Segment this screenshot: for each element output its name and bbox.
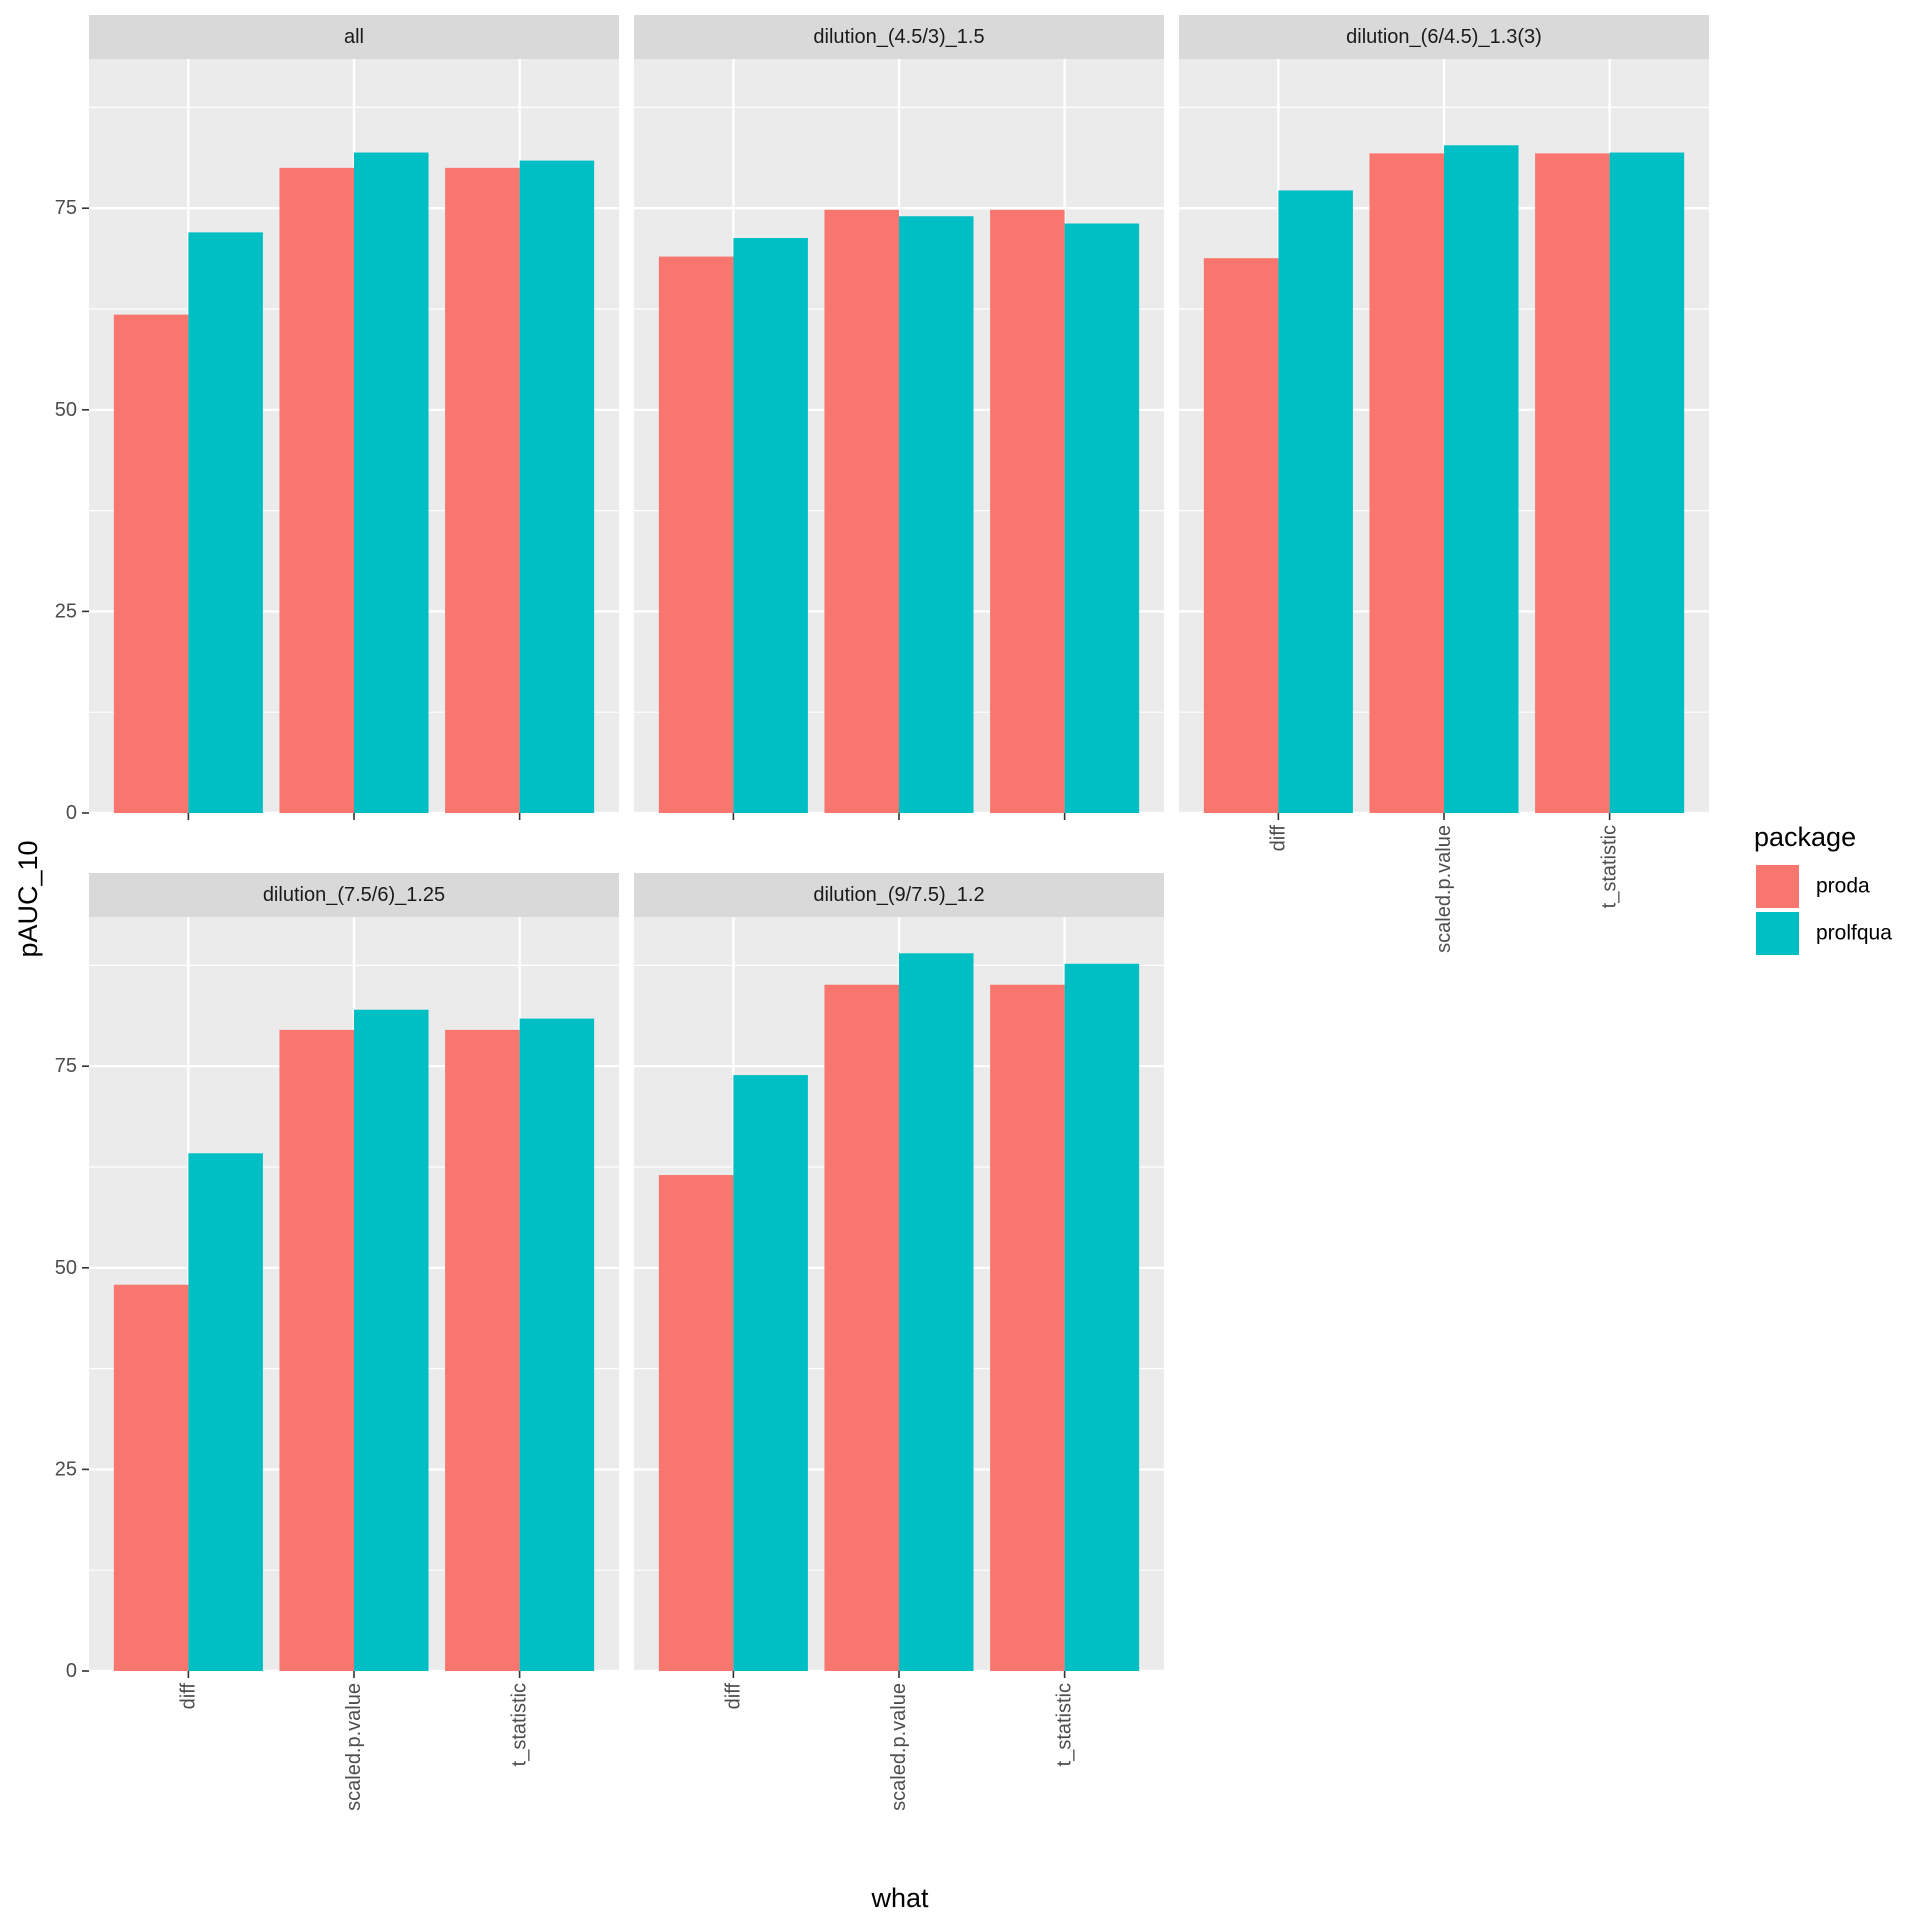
legend-label-prolfqua: prolfqua [1816, 922, 1892, 945]
facet-5-x-tick-label-diff: diff [722, 1683, 744, 1710]
facet-2-strip [634, 15, 1164, 59]
facet-1-bar-prolfqua-scaled-p-value [354, 152, 429, 814]
facet-5-bar-proda-diff [658, 1175, 734, 1671]
legend-title: package [1754, 822, 1856, 852]
facet-4-bar-proda-diff [113, 1284, 189, 1671]
facet-4-y-tick-label: 50 [55, 1257, 77, 1279]
facet-4: dilution_(7.5/6)_1.25 0 25 50 75 diff scaled.p… [55, 873, 619, 1811]
facet-1-strip-label: all [344, 26, 364, 48]
facet-1-bar-prolfqua-t-statistic [519, 160, 595, 814]
facet-4-x-tick-label-scaled-p-value: scaled.p.value [343, 1683, 365, 1811]
facet-2: dilution_(4.5/3)_1.5 [634, 15, 1164, 820]
facet-5-strip-label: dilution_(9/7.5)_1.2 [813, 884, 984, 906]
facet-4-bar-proda-t-statistic [445, 1029, 520, 1671]
facet-4-bar-prolfqua-scaled-p-value [354, 1009, 429, 1671]
facet-4-y-tick-label: 25 [55, 1458, 77, 1480]
facet-1-y-tick-label: 25 [55, 600, 77, 622]
facet-4-strip [89, 873, 619, 917]
facet-2-bar-prolfqua-t-statistic [1064, 223, 1140, 813]
facet-5-x-tick-label-t-statistic: t_statistic [1054, 1683, 1076, 1766]
facet-3-bar-prolfqua-diff [1278, 190, 1353, 813]
facet-1-strip [89, 15, 619, 59]
facet-3-bar-proda-diff [1203, 258, 1279, 813]
facet-1-bar-proda-t-statistic [445, 167, 520, 813]
facet-3-x-tick-label-scaled-p-value: scaled.p.value [1433, 825, 1455, 953]
legend-key-proda [1756, 865, 1799, 908]
facet-4-bar-proda-scaled-p-value [279, 1029, 354, 1671]
facet-5-x-tick-label-scaled-p-value: scaled.p.value [888, 1683, 910, 1811]
facet-3-strip-label: dilution_(6/4.5)_1.3(3) [1346, 26, 1542, 48]
facet-2-bar-prolfqua-diff [733, 238, 808, 813]
facet-1-y-tick-label: 50 [55, 399, 77, 421]
facet-3-bar-prolfqua-scaled-p-value [1444, 145, 1519, 814]
facet-1-bar-prolfqua-diff [188, 232, 263, 813]
facets-layer: all 0 25 50 75 dilution_(4.5/3)_1.5 dilution_(… [55, 15, 1709, 1811]
facet-1: all 0 25 50 75 [55, 15, 619, 824]
legend-key-prolfqua [1756, 912, 1799, 955]
facet-5-bar-prolfqua-scaled-p-value [899, 953, 974, 1671]
facet-1-y-tick-label: 0 [66, 802, 77, 824]
facet-5-bar-prolfqua-t-statistic [1064, 963, 1140, 1671]
x-axis-title: what [870, 1883, 929, 1913]
facet-4-x-tick-label-t-statistic: t_statistic [509, 1683, 531, 1766]
facet-3-x-tick-label-t-statistic: t_statistic [1599, 825, 1621, 908]
facet-4-x-tick-label-diff: diff [177, 1683, 199, 1710]
y-axis-title: pAUC_10 [13, 840, 43, 957]
facet-3-strip [1179, 15, 1709, 59]
facet-2-bar-proda-scaled-p-value [824, 209, 899, 814]
facet-5-strip [634, 873, 1164, 917]
facet-2-bar-proda-diff [658, 256, 734, 813]
facet-2-bar-proda-t-statistic [990, 209, 1065, 814]
facet-4-strip-label: dilution_(7.5/6)_1.25 [263, 884, 445, 906]
legend: package proda prolfqua [1754, 822, 1892, 955]
facet-4-bar-prolfqua-t-statistic [519, 1018, 595, 1671]
facet-5-bar-proda-scaled-p-value [824, 984, 899, 1671]
facet-4-y-tick-label: 0 [66, 1660, 77, 1682]
facet-3-bar-prolfqua-t-statistic [1609, 152, 1685, 814]
facet-5-bar-prolfqua-diff [733, 1075, 808, 1671]
facet-2-strip-label: dilution_(4.5/3)_1.5 [813, 26, 984, 48]
facet-1-bar-proda-scaled-p-value [279, 167, 354, 813]
facet-2-bar-prolfqua-scaled-p-value [899, 216, 974, 813]
facet-3-bar-proda-scaled-p-value [1369, 153, 1444, 813]
legend-label-proda: proda [1816, 875, 1870, 898]
facet-3-bar-proda-t-statistic [1535, 153, 1610, 813]
facet-1-bar-proda-diff [113, 314, 189, 813]
facet-5-bar-proda-t-statistic [990, 984, 1065, 1671]
facet-4-bar-prolfqua-diff [188, 1153, 263, 1671]
facet-1-y-tick-label: 75 [55, 197, 77, 219]
facet-4-y-tick-label: 75 [55, 1055, 77, 1077]
facet-3: dilution_(6/4.5)_1.3(3)diff scaled.p.valu… [1179, 15, 1709, 953]
facet-3-x-tick-label-diff: diff [1267, 825, 1289, 852]
